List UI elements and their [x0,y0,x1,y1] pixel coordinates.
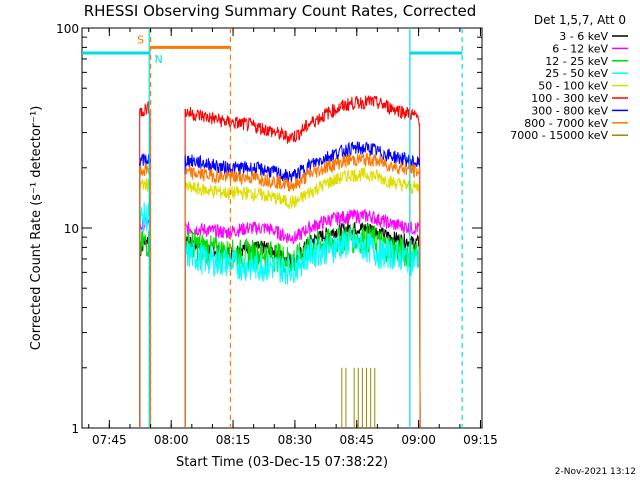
legend-label: 3 - 6 keV [559,30,608,43]
x-axis-label: Start Time (03-Dec-15 07:38:22) [176,455,388,470]
legend-label: 300 - 800 keV [531,104,608,117]
y-tick-label: 1 [71,422,79,436]
series-50_100keV [139,166,421,429]
series-7000_15000keV [341,367,376,428]
plot-area: SN [82,28,463,429]
series-trace [184,95,421,429]
legend-label: 50 - 100 keV [538,80,608,93]
y-axis-label: Corrected Count Rate (s⁻¹ detector⁻¹) [29,106,44,351]
series-trace [184,228,421,429]
annotation-label: N [154,53,162,66]
legend-label: 12 - 25 keV [545,55,608,68]
series-6_12keV [139,208,421,429]
legend-label: 6 - 12 keV [552,42,608,55]
x-tick-label: 07:45 [92,433,127,447]
x-tick-label: 08:00 [154,433,189,447]
series-trace [184,208,421,429]
legend-label: 800 - 7000 keV [524,117,608,130]
legend-title: Det 1,5,7, Att 0 [534,13,626,27]
chart-title: RHESSI Observing Summary Count Rates, Co… [84,2,477,20]
annotation-label: S [137,33,144,46]
x-tick-label: 08:15 [216,433,251,447]
series-trace [184,152,421,429]
legend-label: 25 - 50 keV [545,67,608,80]
x-tick-label: 08:45 [339,433,374,447]
x-tick-label: 09:15 [463,433,498,447]
series-trace [184,166,421,429]
legend-label: 100 - 300 keV [531,92,608,105]
axis-ticks: 07:45 08:00 08:15 08:30 08:45 09:00 09:15 1 10 10… [56,22,498,447]
x-tick-label: 08:30 [278,433,313,447]
y-tick-label: 100 [56,22,79,36]
series-trace [184,140,421,429]
y-tick-label: 10 [64,222,79,236]
timestamp: 2-Nov-2021 13:12 [555,467,636,477]
x-tick-label: 09:00 [401,433,436,447]
legend-label: 7000 - 15000 keV [510,129,608,142]
